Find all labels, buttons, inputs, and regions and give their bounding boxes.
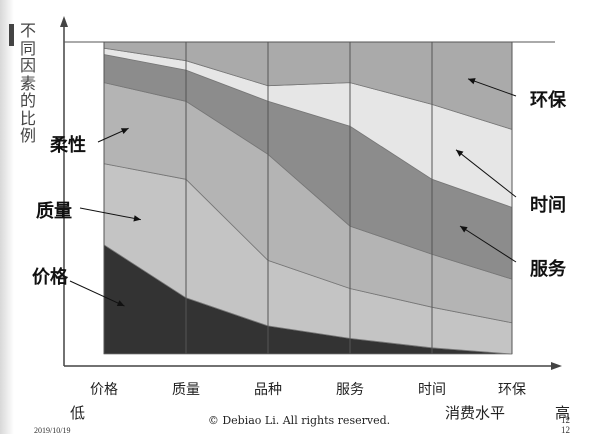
annotation-arrow-环保 xyxy=(467,78,517,97)
annotation-label-柔性: 柔性 xyxy=(50,134,86,156)
tick-label-时间: 时间 xyxy=(418,382,446,398)
x-axis-arrow xyxy=(551,362,562,370)
annotation-arrowhead-环保 xyxy=(468,78,476,85)
area-layers xyxy=(103,41,513,355)
category-tick-labels: 价格 质量 品种 服务 时间 环保 xyxy=(90,382,526,398)
slide-edge-shadow xyxy=(0,0,14,434)
date-label: 2019/10/19 xyxy=(34,426,71,435)
annotation-label-质量: 质量 xyxy=(36,200,72,222)
tick-label-质量: 质量 xyxy=(172,382,200,398)
annotation-arrowhead-柔性 xyxy=(120,128,129,135)
annotation-arrowhead-价格 xyxy=(116,300,125,307)
annotation-label-时间: 时间 xyxy=(530,195,566,216)
annotation-label-服务: 服务 xyxy=(530,258,567,280)
tick-label-服务: 服务 xyxy=(336,382,364,398)
category-gridlines xyxy=(103,42,513,354)
axis-high-label: 高 xyxy=(555,404,570,422)
axis-xtitle: 消费水平 xyxy=(445,404,505,422)
annotation-label-环保: 环保 xyxy=(530,89,567,111)
axis-low-label: 低 xyxy=(70,404,85,422)
annotation-arrowhead-质量 xyxy=(133,215,141,222)
tick-label-价格: 价格 xyxy=(90,382,118,398)
annotation-arrow-质量 xyxy=(79,207,141,221)
y-axis-label: 不同因素的比例 xyxy=(20,21,37,145)
annotation-arrowhead-服务 xyxy=(460,226,468,233)
page-number-repeat: 12 xyxy=(561,425,570,435)
axes xyxy=(60,16,562,370)
annotation-arrows xyxy=(69,78,517,307)
annotation-label-价格: 价格 xyxy=(32,266,69,288)
ylabel-marker xyxy=(9,24,14,46)
tick-label-环保: 环保 xyxy=(498,382,526,398)
annotation-arrow-时间 xyxy=(455,149,517,198)
page-number: 12 xyxy=(561,415,570,425)
y-axis-arrow xyxy=(60,16,68,27)
annotation-arrow-服务 xyxy=(459,225,517,263)
tick-label-品种: 品种 xyxy=(254,382,282,398)
annotation-arrowhead-时间 xyxy=(456,149,464,157)
annotation-arrow-价格 xyxy=(69,280,125,307)
copyright-footer: © Debiao Li. All rights reserved. xyxy=(207,414,391,427)
